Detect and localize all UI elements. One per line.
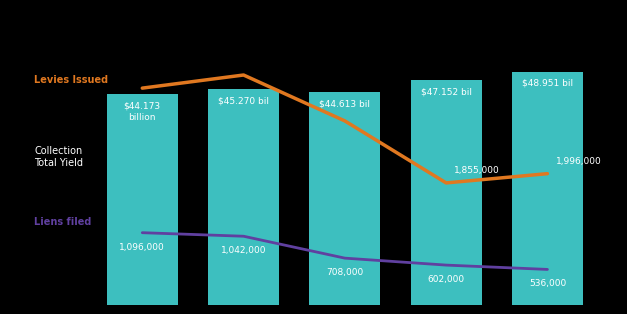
Text: $44.173
billion: $44.173 billion bbox=[124, 101, 161, 122]
Bar bbox=[411, 80, 482, 305]
Text: $48.951 bil: $48.951 bil bbox=[522, 79, 573, 88]
Text: 1,042,000: 1,042,000 bbox=[221, 246, 266, 255]
Text: 536,000: 536,000 bbox=[529, 279, 566, 288]
Text: 1,855,000: 1,855,000 bbox=[454, 166, 500, 175]
Text: Collection
Total Yield: Collection Total Yield bbox=[34, 146, 83, 168]
Text: Levies Issued: Levies Issued bbox=[34, 75, 108, 85]
Text: 602,000: 602,000 bbox=[428, 275, 465, 284]
Bar bbox=[512, 72, 583, 305]
Bar bbox=[309, 92, 381, 305]
Text: $45.270 bil: $45.270 bil bbox=[218, 96, 269, 105]
Bar bbox=[208, 89, 279, 305]
Bar bbox=[107, 94, 177, 305]
Text: 1,096,000: 1,096,000 bbox=[119, 242, 165, 252]
Text: $47.152 bil: $47.152 bil bbox=[421, 87, 472, 96]
Text: 1,996,000: 1,996,000 bbox=[556, 157, 601, 166]
Text: Liens filed: Liens filed bbox=[34, 217, 92, 227]
Text: $44.613 bil: $44.613 bil bbox=[319, 99, 371, 108]
Text: 708,000: 708,000 bbox=[326, 268, 364, 277]
